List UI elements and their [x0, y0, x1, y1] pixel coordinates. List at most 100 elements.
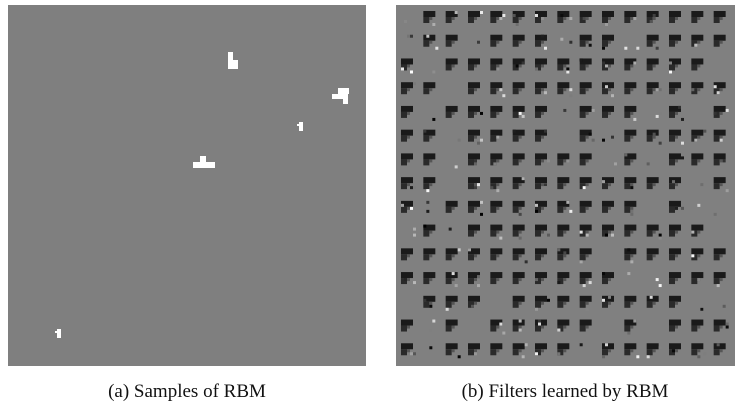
filter-pixel: [605, 64, 608, 68]
filter-pixel: [624, 111, 631, 118]
filter-pixel: [474, 230, 477, 234]
filter-pixel: [630, 64, 634, 68]
filter-pixel: [669, 11, 681, 17]
filter-pixel: [541, 301, 544, 305]
filter-pixel: [697, 40, 701, 44]
filter-pixel: [608, 88, 611, 92]
filter-pixel: [541, 278, 544, 282]
filter-pixel: [407, 64, 410, 68]
filter-pixel: [429, 159, 433, 163]
filter-pixel: [563, 108, 567, 112]
filter-pixel: [535, 129, 547, 136]
filter-pixel: [413, 352, 416, 356]
filter-pixel: [496, 40, 500, 44]
filter-pixel: [624, 177, 637, 184]
filter-pixel: [541, 135, 544, 139]
filter-pixel: [512, 34, 525, 41]
filter-pixel: [445, 58, 458, 65]
filter-pixel: [423, 11, 436, 17]
filter-pixel: [713, 40, 720, 47]
filter-pixel: [563, 301, 567, 305]
filter-pixel: [655, 88, 659, 92]
filter-pixel: [445, 206, 452, 213]
filter-pixel: [681, 206, 684, 210]
filter-pixel: [474, 206, 477, 210]
filter-pixel: [713, 254, 720, 261]
filter-pixel: [602, 224, 614, 231]
filter-pixel: [719, 254, 723, 258]
filter-pixel: [579, 82, 592, 89]
filter-pixel: [423, 272, 436, 279]
filter-pixel: [407, 349, 410, 353]
filter-pixel: [697, 278, 701, 282]
filter-pixel: [716, 343, 720, 347]
filter-pixel: [429, 346, 433, 350]
filter-pixel: [569, 17, 573, 20]
filter-pixel: [490, 206, 497, 213]
filter-pixel: [474, 254, 477, 258]
filter-pixel: [557, 281, 561, 285]
filter-pixel: [468, 248, 471, 252]
filter-pixel: [719, 40, 723, 44]
filter-pixel: [566, 67, 570, 71]
filter-pixel: [646, 135, 653, 142]
filter-pixel: [614, 162, 617, 166]
filter-pixel: [496, 189, 500, 193]
filter-pixel: [518, 40, 522, 44]
filter-pixel: [557, 254, 564, 261]
filter-pixel: [524, 343, 528, 347]
filter-pixel: [468, 82, 480, 89]
filter-pixel: [541, 40, 544, 44]
filter-pixel: [624, 64, 631, 71]
filter-pixel: [518, 135, 522, 139]
filter-pixel: [627, 248, 631, 252]
filter-pixel: [557, 352, 561, 356]
filter-pixel: [678, 105, 681, 109]
filter-pixel: [480, 138, 483, 142]
filter-pixel: [512, 82, 525, 89]
filter-pixel: [468, 224, 480, 231]
filter-pixel: [608, 183, 611, 187]
filter-pixel: [691, 272, 704, 279]
filter-pixel: [451, 349, 455, 353]
filter-pixel: [563, 251, 567, 255]
filter-pixel: [451, 206, 455, 210]
filter-pixel: [585, 254, 589, 258]
filter-pixel: [426, 34, 430, 38]
filter-pixel: [535, 67, 538, 71]
filter-pixel: [563, 88, 567, 92]
filter-pixel: [646, 301, 653, 308]
filter-pixel: [588, 281, 592, 285]
filter-pixel: [713, 17, 720, 23]
filter-pixel: [512, 301, 519, 308]
filter-pixel: [585, 111, 589, 115]
filter-pixel: [579, 11, 592, 17]
filter-pixel: [401, 153, 413, 160]
filter-pixel: [535, 40, 541, 47]
filter-pixel: [541, 17, 544, 20]
filter-pixel: [669, 278, 675, 285]
filter-pixel: [490, 177, 503, 184]
filter-pixel: [423, 278, 430, 285]
filter-pixel: [669, 34, 681, 41]
filter-pixel: [490, 82, 503, 89]
filter-pixel: [585, 40, 589, 44]
filter-pixel: [669, 159, 675, 166]
filter-pixel: [493, 230, 497, 234]
filter-pixel: [535, 209, 538, 213]
filter-pixel: [608, 40, 611, 44]
filter-pixel: [652, 183, 656, 187]
filter-pixel: [652, 301, 656, 305]
filter-pixel: [541, 183, 544, 187]
filter-pixel: [557, 248, 561, 252]
filter-pixel: [713, 159, 720, 166]
filter-pixel: [691, 129, 704, 136]
filter-pixel: [480, 111, 483, 115]
filter-pixel: [468, 183, 474, 190]
filter-pixel: [474, 135, 477, 139]
filter-pixel: [426, 200, 430, 204]
filter-pixel: [401, 82, 413, 89]
filter-pixel: [407, 135, 410, 139]
filter-pixel: [669, 230, 675, 237]
filter-pixel: [474, 278, 477, 282]
